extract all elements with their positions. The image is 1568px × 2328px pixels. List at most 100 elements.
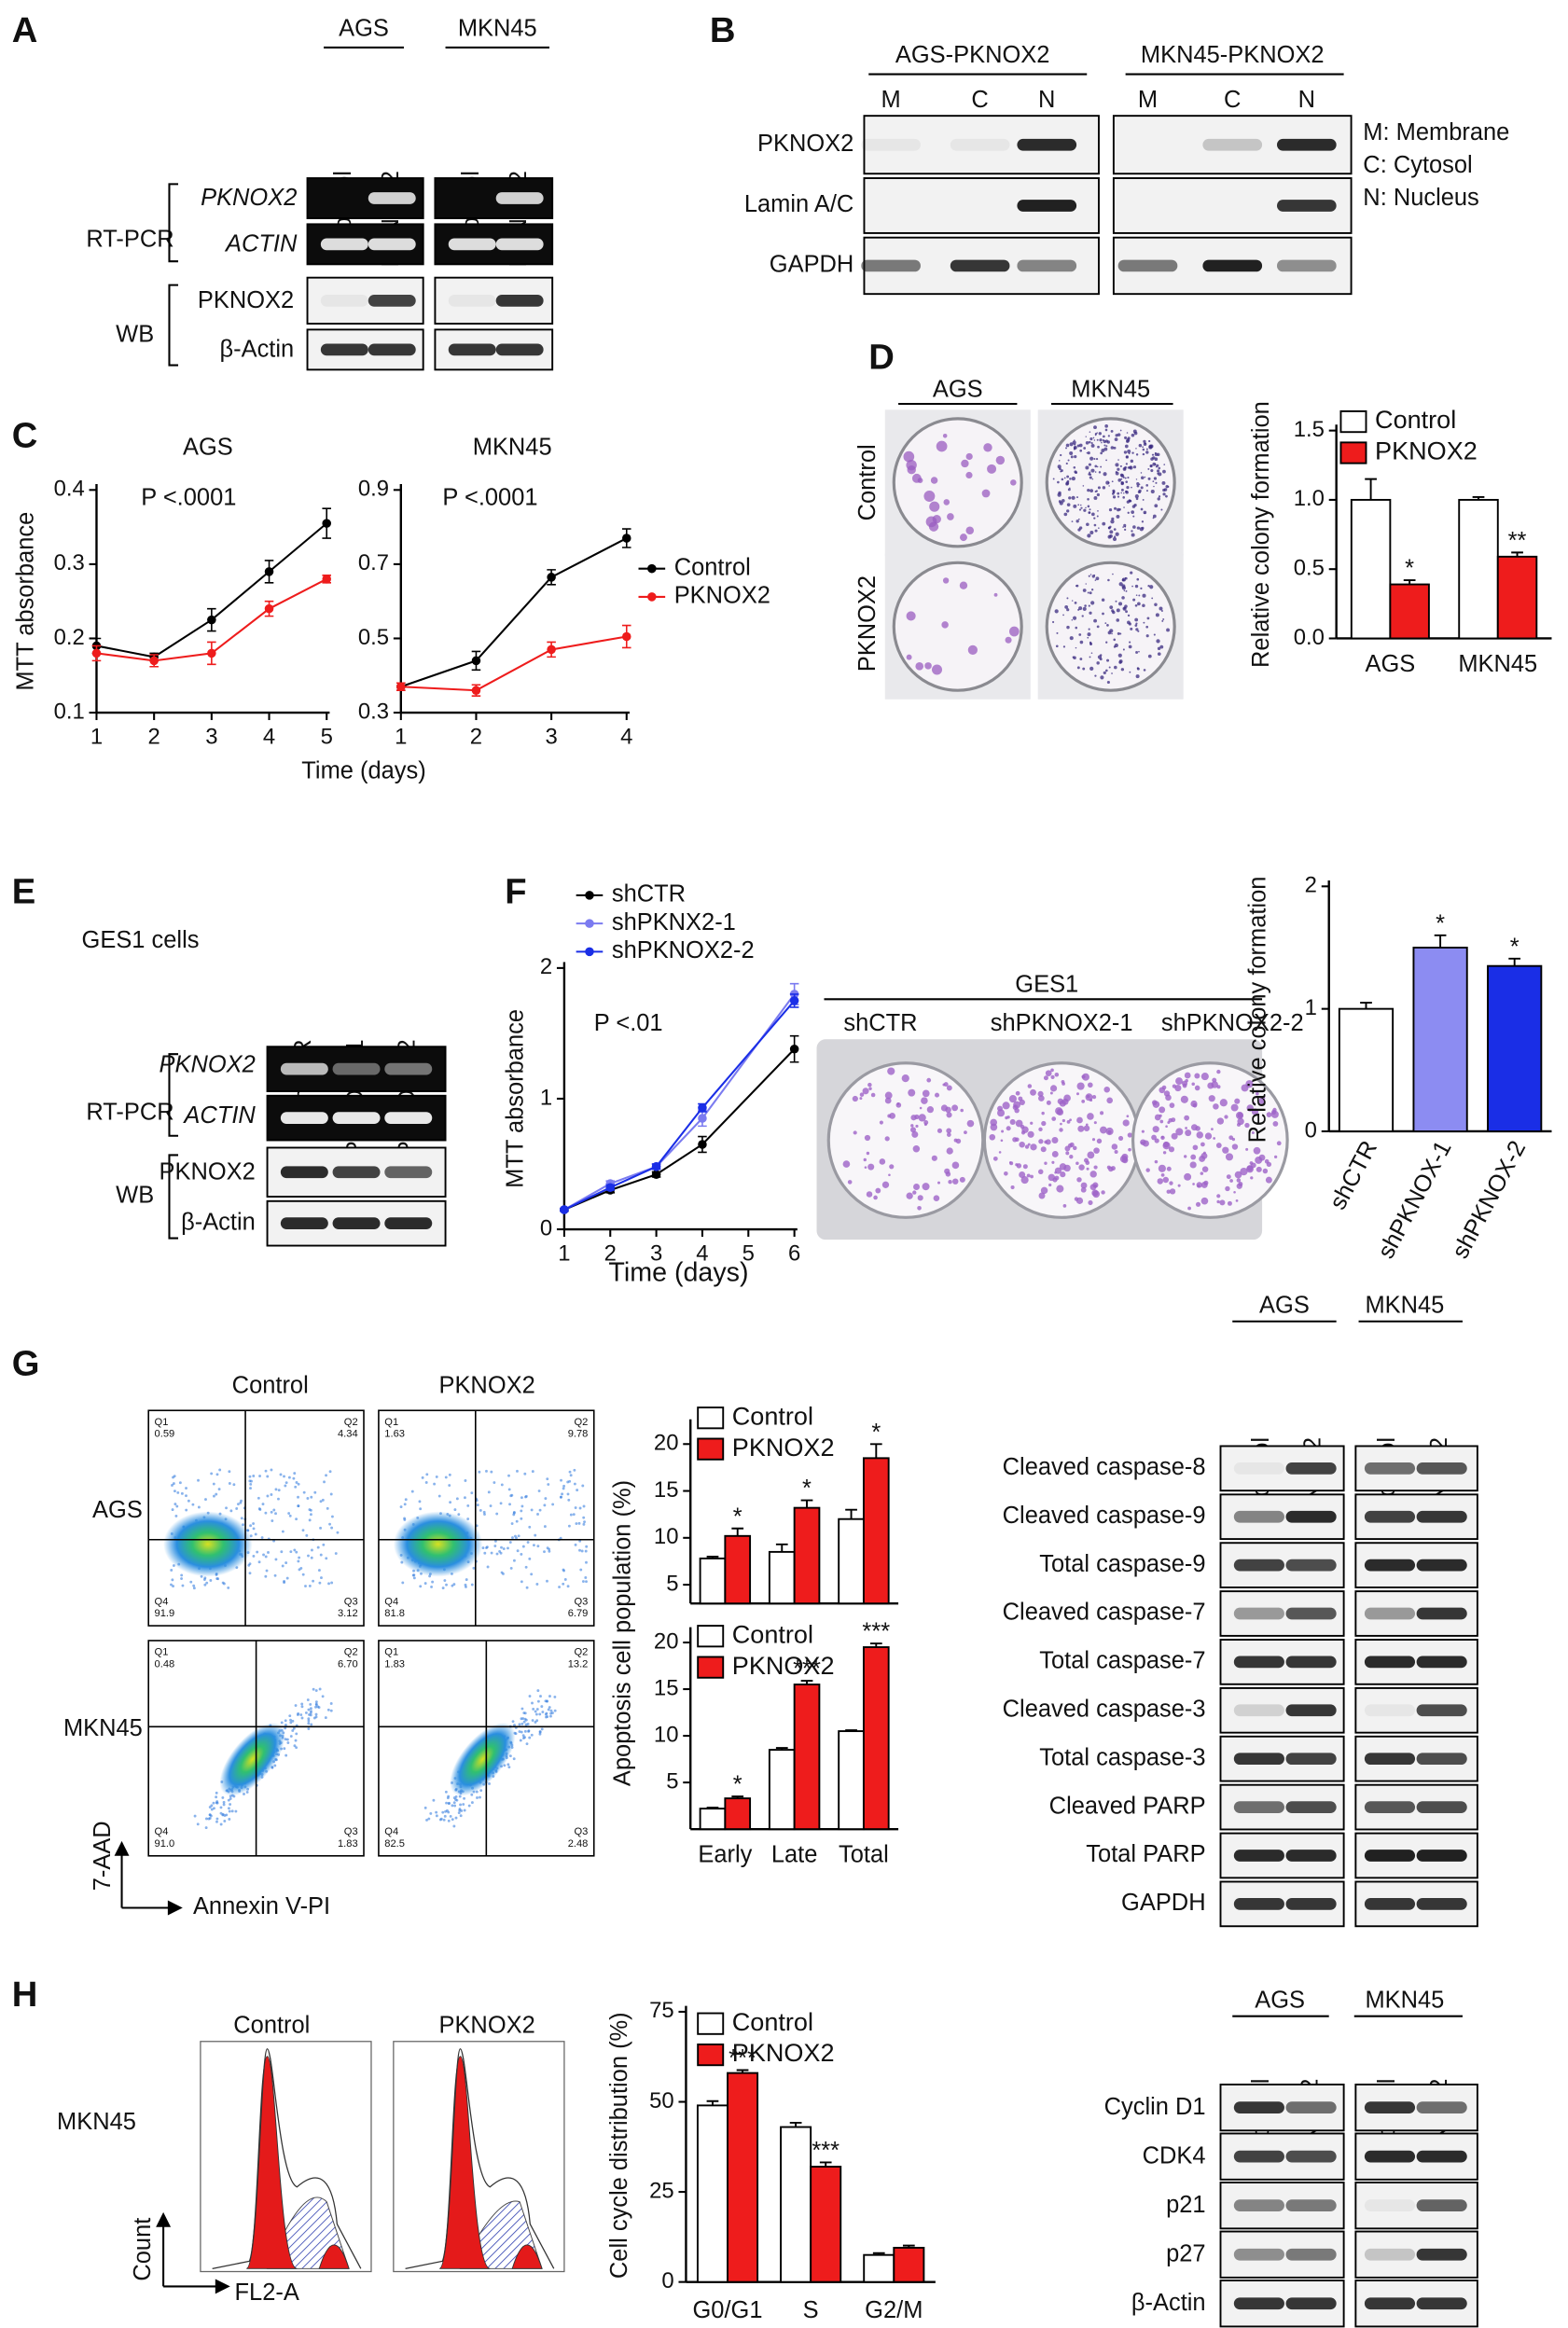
colony — [1071, 618, 1074, 621]
error-bar — [1472, 495, 1485, 500]
colony — [895, 1102, 902, 1108]
flow-event — [546, 1715, 549, 1718]
colony — [932, 515, 941, 524]
y-tick-label: 0.3 — [54, 550, 85, 575]
legend-marker — [647, 563, 657, 574]
colony — [1127, 436, 1131, 440]
colony — [1189, 1161, 1197, 1169]
flow-event — [274, 1512, 277, 1516]
colony — [859, 1092, 865, 1097]
quadrant-name: Q3 — [344, 1826, 358, 1837]
flow-event — [548, 1706, 551, 1709]
arrow-head — [215, 2279, 230, 2294]
flow-event — [213, 1494, 215, 1498]
flow-event — [328, 1522, 331, 1526]
colony — [1094, 579, 1097, 581]
colony — [1117, 467, 1120, 471]
blot-band — [861, 259, 921, 272]
flow-event — [464, 1496, 466, 1500]
colony — [1224, 1115, 1228, 1119]
colony — [853, 1130, 857, 1135]
colony — [964, 1130, 967, 1135]
flow-event — [175, 1504, 179, 1508]
colony — [1175, 1128, 1184, 1136]
colony — [875, 1187, 881, 1194]
x-tick-label: 1 — [90, 724, 103, 749]
blot-band — [1285, 1559, 1337, 1572]
flow-density — [163, 1511, 253, 1577]
flow-event — [520, 1553, 523, 1556]
colony — [983, 443, 992, 452]
colony — [1089, 591, 1092, 595]
flow-event — [252, 1527, 256, 1531]
colony — [1077, 504, 1080, 506]
colony — [1070, 455, 1074, 459]
colony — [1107, 1129, 1112, 1135]
flow-event — [304, 1585, 307, 1587]
colony — [1200, 1197, 1209, 1205]
legend-label: PKNOX2 — [1375, 437, 1478, 465]
flow-event — [228, 1818, 231, 1821]
blot-band — [950, 259, 1010, 272]
y-tick-label: 0 — [1305, 1117, 1317, 1143]
flow-event — [573, 1482, 576, 1486]
colony — [1158, 495, 1161, 498]
colony — [889, 1164, 895, 1170]
flow-event — [249, 1524, 253, 1528]
colony — [1116, 514, 1120, 519]
colony — [1153, 485, 1155, 488]
flow-event — [258, 1508, 262, 1511]
colony — [1093, 517, 1096, 520]
error-bar — [845, 1508, 857, 1519]
colony — [944, 1168, 951, 1174]
colony — [946, 1112, 952, 1118]
label: Lamin A/C — [744, 191, 853, 217]
colony — [1066, 479, 1070, 483]
colony — [1089, 431, 1091, 433]
flow-event — [581, 1580, 585, 1583]
colony — [1103, 444, 1106, 447]
flow-event — [288, 1714, 292, 1718]
bracket — [168, 1053, 179, 1137]
data-point — [605, 1183, 616, 1192]
colony — [1165, 484, 1169, 489]
error-bar — [1365, 478, 1377, 500]
flow-event — [308, 1508, 312, 1512]
flow-event — [236, 1503, 240, 1506]
colony — [923, 1120, 929, 1125]
colony — [1108, 485, 1110, 487]
colony — [926, 1106, 934, 1114]
colony — [933, 1195, 940, 1202]
flow-event — [314, 1705, 317, 1709]
colony — [959, 581, 968, 589]
colony — [1087, 591, 1089, 594]
colony — [1216, 1069, 1221, 1074]
colony — [1255, 1156, 1263, 1164]
flow-event — [485, 1545, 489, 1549]
legend-swatch — [697, 1437, 725, 1461]
x-tick-label: 3 — [650, 1240, 662, 1266]
colony — [1121, 577, 1126, 582]
colony — [1069, 1155, 1074, 1159]
colony — [1134, 494, 1139, 499]
blot-band — [950, 138, 1010, 151]
colony — [1208, 1095, 1215, 1102]
colony — [1026, 1173, 1031, 1178]
flow-event — [171, 1484, 173, 1487]
flow-event — [576, 1489, 579, 1492]
flow-event — [449, 1501, 452, 1504]
colony — [873, 1195, 878, 1200]
colony — [1114, 506, 1117, 510]
colony — [1020, 1130, 1026, 1135]
flow-event — [228, 1482, 231, 1485]
flow-event — [281, 1564, 284, 1568]
colony — [1089, 641, 1092, 644]
flow-event — [447, 1819, 451, 1822]
colony — [1106, 658, 1110, 662]
colony — [1096, 1138, 1103, 1144]
colony — [1038, 1095, 1045, 1102]
colony — [1100, 451, 1103, 455]
blot-band — [1364, 2199, 1416, 2212]
error-bar — [800, 1680, 813, 1685]
